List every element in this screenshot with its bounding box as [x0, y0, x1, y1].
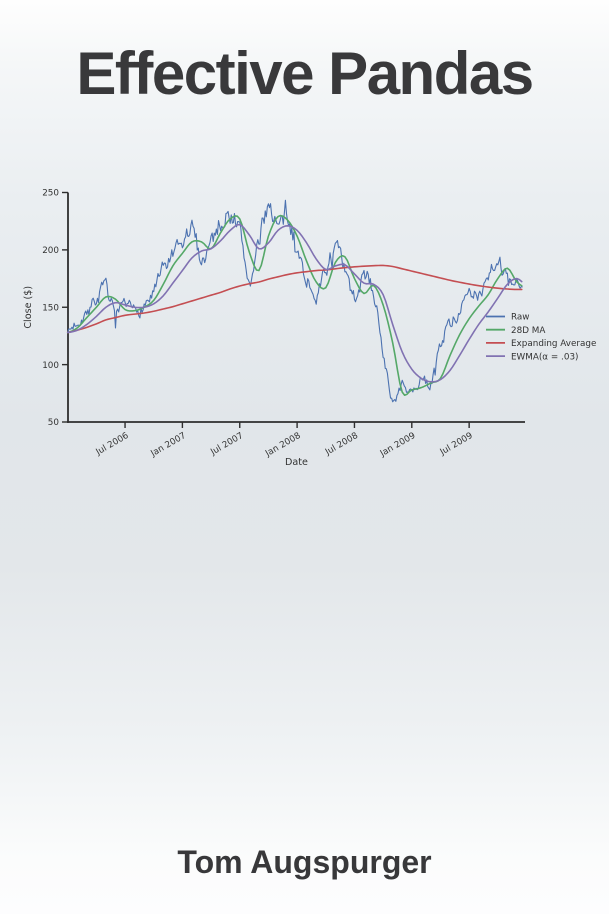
legend-label: Raw	[511, 313, 530, 323]
y-tick-label: 100	[42, 361, 59, 371]
legend-label: EWMA(α = .03)	[511, 352, 578, 362]
y-tick-label: 250	[42, 189, 59, 199]
legend-label: Expanding Average	[511, 339, 596, 349]
close-price-chart: 50 100 150 200 250 Jul 2006 Jan 2007 Jul 2007 Ja…	[23, 189, 596, 468]
y-tick-label: 150	[42, 303, 59, 313]
y-axis-label: Close ($)	[23, 286, 34, 329]
book-title: Effective Pandas	[76, 40, 534, 107]
x-tick-label: Jul 2007	[208, 431, 245, 458]
x-tick-label: Jul 2009	[438, 431, 475, 458]
x-axis-label: Date	[285, 457, 308, 468]
series-expanding-average	[66, 264, 523, 334]
y-tick-label: 50	[48, 418, 60, 428]
x-tick-label: Jan 2009	[378, 431, 417, 460]
stock-chart: 50 100 150 200 250 Jul 2006 Jan 2007 Jul 2007 Ja…	[0, 170, 609, 500]
x-tick-label: Jan 2008	[263, 431, 302, 460]
x-tick-label: Jul 2006	[94, 431, 131, 458]
x-tick-label: Jan 2007	[148, 431, 187, 460]
x-tick-label: Jul 2008	[323, 431, 360, 458]
author-name: Tom Augspurger	[177, 844, 432, 880]
legend-label: 28D MA	[511, 326, 545, 336]
series-ewma-03	[66, 223, 523, 383]
y-tick-label: 200	[42, 246, 59, 256]
